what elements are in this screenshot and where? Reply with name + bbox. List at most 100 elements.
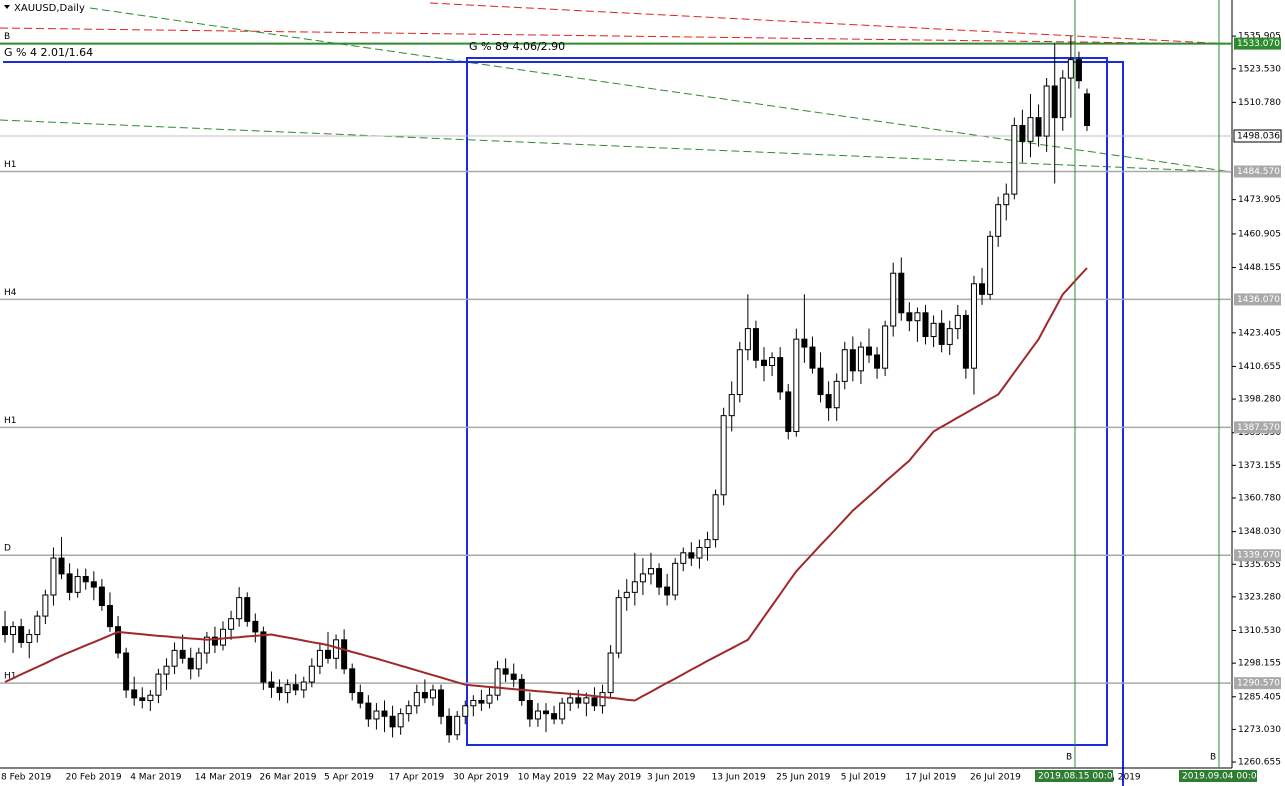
y-tick-label: 1285.405	[1238, 692, 1281, 702]
y-tick-label: 1373.155	[1238, 461, 1281, 471]
trend-line	[0, 119, 1233, 173]
candle-body	[906, 312, 913, 322]
x-tick-label: 4 Mar 2019	[130, 773, 182, 783]
candle-body	[825, 394, 832, 409]
x-tick-label: 25 Jun 2019	[776, 773, 830, 783]
candle-body	[1067, 59, 1074, 79]
candle-body	[228, 618, 235, 630]
candle-body	[979, 283, 986, 295]
y-tick-label: 1410.655	[1238, 362, 1281, 372]
level-price-box	[1234, 37, 1281, 50]
candle-body	[470, 699, 477, 707]
candle-body	[220, 628, 227, 646]
candle-body	[696, 547, 703, 559]
candle-body	[777, 357, 784, 393]
candle-body	[421, 692, 428, 699]
candle-body	[865, 346, 872, 356]
y-tick-label: 1523.530	[1238, 64, 1281, 74]
candle-body	[268, 681, 275, 688]
marker-box	[1035, 770, 1113, 782]
candle-body	[987, 235, 994, 295]
candle-body	[1011, 125, 1018, 195]
box-outline	[466, 57, 1108, 746]
candle-body	[179, 649, 186, 659]
candle-body	[66, 573, 73, 593]
candle-body	[510, 673, 517, 680]
candle-body	[769, 357, 776, 367]
candle-body	[494, 668, 501, 696]
level-price-box	[1234, 549, 1281, 562]
level-tag: H1	[4, 160, 17, 170]
candle-body	[938, 322, 945, 345]
trend-line	[0, 27, 1233, 45]
y-tick-label: 1273.030	[1238, 725, 1281, 735]
x-tick-label: 26 Mar 2019	[259, 773, 316, 783]
candle-body	[656, 568, 663, 588]
y-tick-label: 1360.780	[1238, 493, 1281, 503]
y-tick-label: 1310.530	[1238, 626, 1281, 636]
y-tick-label: 1460.905	[1238, 229, 1281, 239]
candle-body	[744, 328, 751, 351]
candle-body	[236, 597, 243, 620]
candle-body	[131, 689, 138, 699]
level-price-box	[1234, 421, 1281, 434]
candle-body	[244, 597, 251, 622]
level-price-box	[1234, 165, 1281, 178]
candle-body	[728, 394, 735, 417]
candle-body	[1019, 125, 1026, 142]
level-tag: H1	[4, 416, 17, 426]
x-tick-label: 30 Apr 2019	[453, 773, 509, 783]
candle-body	[559, 702, 566, 720]
x-tick-label: 26 Jul 2019	[970, 773, 1021, 783]
candle-body	[171, 649, 178, 667]
candle-body	[397, 713, 404, 728]
candle-body	[1075, 59, 1082, 82]
level-tag: H4	[4, 288, 17, 298]
candle-body	[405, 705, 412, 715]
annotation: G % 89 4.06/2.90	[469, 40, 565, 53]
candle-body	[946, 328, 953, 345]
x-tick-label: 17 Apr 2019	[389, 773, 445, 783]
candle-body	[1003, 193, 1010, 206]
candle-body	[139, 697, 146, 701]
candle-body	[849, 349, 856, 372]
candle-body	[1051, 85, 1058, 119]
marker-label: 2019.09.04 00:00	[1182, 772, 1263, 782]
candle-body	[551, 713, 558, 720]
candle-body	[389, 715, 396, 728]
candle-body	[18, 626, 25, 643]
level-price-label: 1387.570	[1237, 423, 1280, 433]
candle-body	[809, 346, 816, 369]
candle-body	[462, 705, 469, 717]
candle-body	[42, 594, 49, 617]
candle-body	[34, 615, 41, 636]
candle-body	[672, 562, 679, 596]
candle-body	[1043, 85, 1050, 137]
candle-body	[195, 652, 202, 670]
level-price-label: 1339.070	[1237, 551, 1280, 561]
moving-average	[4, 267, 1088, 702]
candle-body	[664, 586, 671, 596]
x-tick-label: 5 Apr 2019	[324, 773, 374, 783]
candle-body	[970, 283, 977, 369]
candle-body	[575, 697, 582, 704]
candle-body	[115, 626, 122, 654]
level-tag: B	[4, 32, 10, 42]
candle-body	[292, 684, 299, 691]
candle-body	[639, 573, 646, 583]
candle-body	[74, 576, 81, 593]
candle-body	[300, 681, 307, 691]
candle-body	[736, 349, 743, 396]
candle-body	[357, 692, 364, 704]
candle-body	[1059, 77, 1066, 119]
level-tag: H1	[4, 672, 17, 682]
candle-body	[106, 605, 113, 628]
candle-body	[203, 636, 210, 654]
x-tick-label: 10 May 2019	[518, 773, 577, 783]
x-tick-label: 20 Feb 2019	[66, 773, 122, 783]
candle-body	[793, 338, 800, 432]
level-price-box	[1234, 293, 1281, 306]
y-tick-label: 1348.030	[1238, 527, 1281, 537]
candle-body	[446, 715, 453, 736]
